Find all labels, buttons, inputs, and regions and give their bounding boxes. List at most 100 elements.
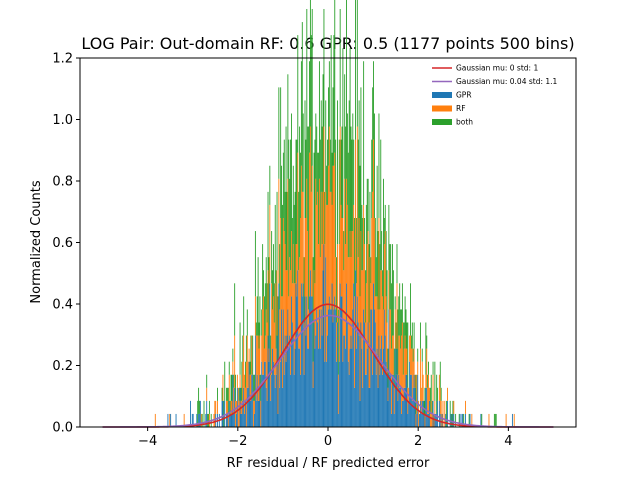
histogram-bar [444,400,446,427]
histogram-bar [424,413,426,427]
histogram-bar [293,204,295,284]
histogram-bar [344,335,346,427]
histogram-bar [252,335,254,375]
histogram-bar [316,309,318,427]
histogram-bar [234,387,236,427]
histogram-bar [291,113,292,232]
histogram-bar [328,165,329,310]
histogram-bar [334,152,336,297]
histogram-bar [389,244,391,310]
histogram-bar [264,283,266,336]
histogram-bar [426,387,428,427]
histogram-bar [280,87,282,219]
histogram-bar [371,217,373,310]
histogram-bar [351,231,353,349]
histogram-bar [243,387,245,427]
histogram-bar [393,348,395,388]
histogram-bar [321,335,323,427]
histogram-bar [337,309,339,375]
histogram-bar [417,348,419,362]
histogram-bar [254,335,256,427]
histogram-bar [248,361,250,427]
histogram-bar [403,387,405,427]
histogram-bar [228,400,230,427]
histogram-bar [207,413,209,427]
histogram-bar [431,400,433,414]
histogram-bar [446,400,448,427]
histogram-bar [329,309,331,427]
histogram-bar [468,413,470,427]
histogram-bar [301,22,303,192]
histogram-bar [316,126,318,205]
histogram-bar [364,322,365,427]
histogram-bar [438,400,440,427]
histogram-bar [257,400,259,427]
histogram-bar [346,113,348,205]
histogram-bar [410,348,412,375]
histogram-bar [392,374,393,427]
histogram-bar [338,244,340,362]
histogram-bar [390,374,392,427]
histogram-bar [267,270,269,336]
histogram-bar [376,348,378,427]
histogram-bar [250,335,252,375]
histogram-bar [337,100,338,245]
histogram-bar [284,335,286,427]
histogram-bar [325,191,327,258]
histogram-bar [394,309,396,349]
histogram-bar [255,400,257,427]
histogram-bar [231,400,233,414]
histogram-bar [394,296,396,310]
histogram-bar [313,270,315,323]
histogram-bar [417,361,419,375]
x-tick-label: 0 [324,434,332,449]
histogram-bar [260,400,262,427]
histogram-bar [258,348,260,401]
histogram-bar [273,374,275,427]
histogram-bar [281,309,283,427]
histogram-bar [327,335,328,427]
histogram-bar [251,374,253,427]
histogram-bar [245,335,247,362]
histogram-bar [369,257,371,388]
histogram-bar [403,322,405,349]
histogram-bar [360,87,362,232]
histogram-bar [379,244,381,310]
histogram-bar [381,335,383,427]
histogram-bar [367,178,369,232]
histogram-bar [259,335,261,375]
histogram-bar [358,335,360,427]
histogram-bar [327,139,328,205]
histogram-bar [354,296,356,388]
histogram-bar [399,335,401,388]
gaussian-curve-2 [102,314,554,428]
histogram-bar [298,270,300,349]
legend-patch-swatch [432,105,452,112]
histogram-bar [306,178,308,297]
histogram-bar [400,309,402,349]
histogram-bar [169,413,171,427]
histogram-bar [380,348,382,427]
histogram-bar [513,413,515,427]
histogram-bar [206,400,208,427]
histogram-bar [254,231,256,297]
histogram-bar [305,217,307,336]
histogram-bar [356,296,358,427]
histogram-bar [253,400,255,427]
histogram-bar [295,244,297,284]
histogram-bar [274,387,276,427]
histogram-bar [362,387,364,427]
histogram-bar [388,270,390,310]
histogram-bar [274,204,276,284]
histogram-bar [273,322,275,375]
histogram-bar [239,374,241,388]
histogram-bar [297,152,299,271]
histogram-bar [277,361,279,414]
histogram-bar [461,413,463,427]
histogram-bar [371,139,373,218]
histogram-bar [299,348,301,427]
histogram-bar [271,283,273,375]
histogram-bar [401,413,402,427]
histogram-bar [361,348,363,427]
histogram-bar [342,217,344,362]
